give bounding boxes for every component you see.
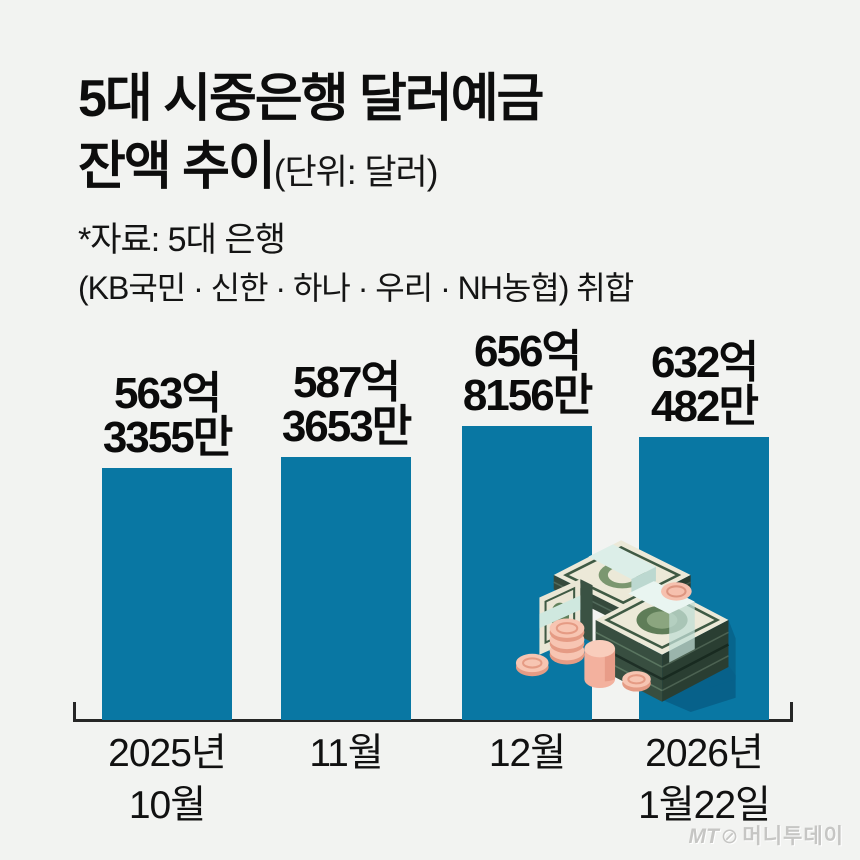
bar-value-line2: 3653만 <box>281 402 412 451</box>
bar-value-line2: 482만 <box>651 382 759 431</box>
x-axis-label: 2026년 1월22일 <box>594 728 814 832</box>
bar-value-label: 587억 3653만 <box>236 361 456 449</box>
moneytoday-logo-mt: MT <box>688 825 719 848</box>
moneytoday-logo: MT⊘ 머니투데이 <box>688 820 844 850</box>
x-axis-label-line2: 10월 <box>128 784 206 827</box>
moneytoday-logo-name: 머니투데이 <box>742 825 844 848</box>
chart-title-line2: 잔액 추이 <box>78 138 276 196</box>
bar-value-label: 632억 482만 <box>594 341 814 429</box>
x-axis-right-tick <box>790 702 793 722</box>
x-axis-label-line1: 2025년 <box>108 732 227 775</box>
bar-value-line1: 632억 <box>651 338 759 387</box>
bar-value-line2: 3355만 <box>102 413 233 462</box>
x-axis-label-line1: 11월 <box>309 732 383 775</box>
x-axis-label-line2: 1월22일 <box>638 784 771 827</box>
source-note-line1: *자료: 5대 은행 <box>78 221 286 259</box>
chart-title-line2-row: 잔액 추이(단위: 달러) <box>78 136 798 211</box>
bar-value-label: 656억 8156만 <box>417 330 637 418</box>
bar-value-line1: 656억 <box>474 327 582 376</box>
x-axis-label-line1: 2026년 <box>645 732 764 775</box>
x-axis-label: 12월 <box>417 728 637 780</box>
bar-value-line2: 8156만 <box>462 371 593 420</box>
coins <box>515 618 651 692</box>
bill-bundle-front <box>595 581 730 702</box>
x-axis-label: 2025년 10월 <box>57 728 277 832</box>
bar-value-line1: 587억 <box>293 358 401 407</box>
money-stack-illustration <box>490 526 736 712</box>
bar-value-line1: 563억 <box>114 369 222 418</box>
money-stack-icon <box>515 540 736 712</box>
chart-title-line1: 5대 시중은행 달러예금 <box>78 70 544 128</box>
bar-value-label: 563억 3355만 <box>57 372 277 460</box>
unit-note: (단위: 달러) <box>273 153 439 192</box>
bar-2025-11 <box>281 457 411 720</box>
source-note-line2: (KB국민 · 신한 · 하나 · 우리 · NH농협) 취합 <box>78 270 634 306</box>
x-axis-label-line1: 12월 <box>488 732 566 775</box>
bar-2025-10 <box>102 468 232 720</box>
x-axis-line <box>73 719 793 722</box>
x-axis-label: 11월 <box>236 728 456 780</box>
x-axis-left-tick <box>73 702 76 722</box>
moneytoday-logo-icon: ⊘ <box>720 825 739 848</box>
